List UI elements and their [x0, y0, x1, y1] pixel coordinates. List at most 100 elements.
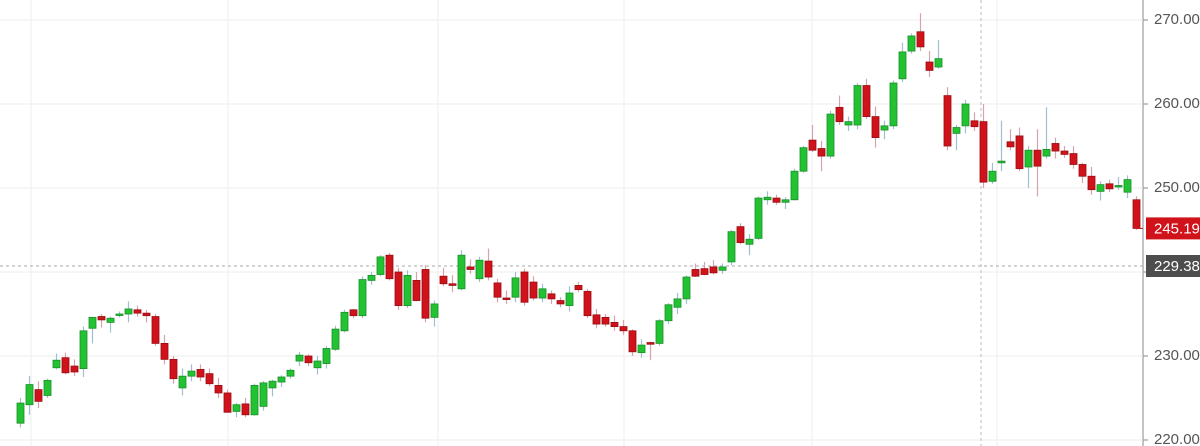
candle-body	[232, 404, 241, 412]
candle-body	[1087, 175, 1096, 191]
candle-body	[637, 344, 646, 354]
candle-body	[97, 316, 106, 321]
candle-body	[718, 266, 727, 271]
candle-body	[925, 61, 934, 71]
candle-body	[277, 376, 286, 383]
candle-body	[1105, 183, 1114, 190]
candle-body	[538, 288, 547, 299]
candle-body	[70, 365, 79, 373]
candle-body	[79, 330, 88, 369]
candle-body	[16, 402, 25, 424]
candle-body	[259, 382, 268, 407]
candle-body	[853, 85, 862, 126]
candle-body	[466, 266, 475, 270]
candle-body	[709, 266, 718, 274]
candle-body	[412, 279, 421, 301]
candle-body	[502, 297, 511, 300]
candle-body	[1096, 184, 1105, 192]
candle-body	[1114, 185, 1123, 188]
candle-body	[727, 231, 736, 263]
candle-body	[187, 370, 196, 377]
candle-body	[601, 316, 610, 325]
candle-body	[313, 360, 322, 369]
candle-body	[592, 314, 601, 325]
candle-body	[349, 309, 358, 317]
candle-body	[520, 271, 529, 303]
candle-body	[421, 269, 430, 319]
candle-body	[430, 303, 439, 318]
candle-body	[1024, 149, 1033, 168]
candle-body	[178, 375, 187, 389]
y-tick-label: 230.00	[1154, 347, 1200, 364]
time-grid	[30, 0, 998, 446]
candle-body	[160, 342, 169, 360]
candle-body	[844, 121, 853, 126]
candle-body	[304, 355, 313, 364]
candle-body	[403, 274, 412, 306]
candle-body	[907, 35, 916, 52]
candle-body	[493, 282, 502, 298]
candle-body	[286, 369, 295, 377]
candle-body	[799, 147, 808, 172]
candle-body	[61, 357, 70, 374]
candle-body	[1078, 164, 1087, 177]
candle-body	[268, 380, 277, 389]
candle-body	[1051, 143, 1060, 152]
candle-body	[457, 254, 466, 290]
candle-body	[331, 328, 340, 350]
candle-body	[673, 298, 682, 308]
y-tick-label: 260.00	[1154, 95, 1200, 112]
candle-body	[781, 199, 790, 203]
candle-body	[979, 121, 988, 183]
candle-body	[574, 285, 583, 291]
candle-body	[88, 316, 97, 329]
candle-body	[151, 316, 160, 344]
candle-body	[250, 384, 259, 416]
candle-body	[943, 95, 952, 147]
candle-body	[106, 317, 115, 323]
candle-body	[214, 384, 223, 394]
candle-body	[1006, 141, 1015, 148]
candle-body	[1042, 148, 1051, 157]
candle-body	[43, 379, 52, 396]
candle-body	[790, 170, 799, 201]
candle-body	[322, 348, 331, 364]
candle-body	[898, 51, 907, 80]
candle-body	[952, 127, 961, 134]
candle-body	[34, 389, 43, 402]
y-tick-label: 250.00	[1154, 179, 1200, 196]
candle-body	[835, 106, 844, 123]
candle-body	[934, 58, 943, 68]
candle-body	[115, 313, 124, 316]
candle-body	[340, 311, 349, 332]
candle-body	[547, 293, 556, 300]
candle-body	[745, 238, 754, 245]
candle-body	[772, 197, 781, 203]
candle-body	[25, 384, 34, 406]
candle-body	[664, 304, 673, 322]
candle-body	[1132, 199, 1141, 229]
candle-body	[1015, 135, 1024, 170]
candle-body	[565, 292, 574, 307]
candle-body	[736, 226, 745, 243]
candle-body	[394, 271, 403, 306]
candle-body	[808, 139, 817, 151]
y-tick-label: 270.00	[1154, 11, 1200, 28]
candle-body	[448, 283, 457, 286]
candle-body	[529, 281, 538, 299]
candle-body	[385, 254, 394, 280]
candle-body	[754, 197, 763, 239]
candle-body	[700, 268, 709, 275]
candle-body	[862, 85, 871, 117]
candle-body	[223, 392, 232, 413]
candle-body	[610, 321, 619, 327]
candle-body	[241, 403, 250, 416]
candle-body	[880, 125, 889, 131]
candle-body	[763, 196, 772, 201]
candle-body	[196, 369, 205, 378]
candle-body	[691, 269, 700, 277]
candle-body	[997, 160, 1006, 164]
candle-body	[169, 358, 178, 380]
candle-body	[619, 326, 628, 332]
